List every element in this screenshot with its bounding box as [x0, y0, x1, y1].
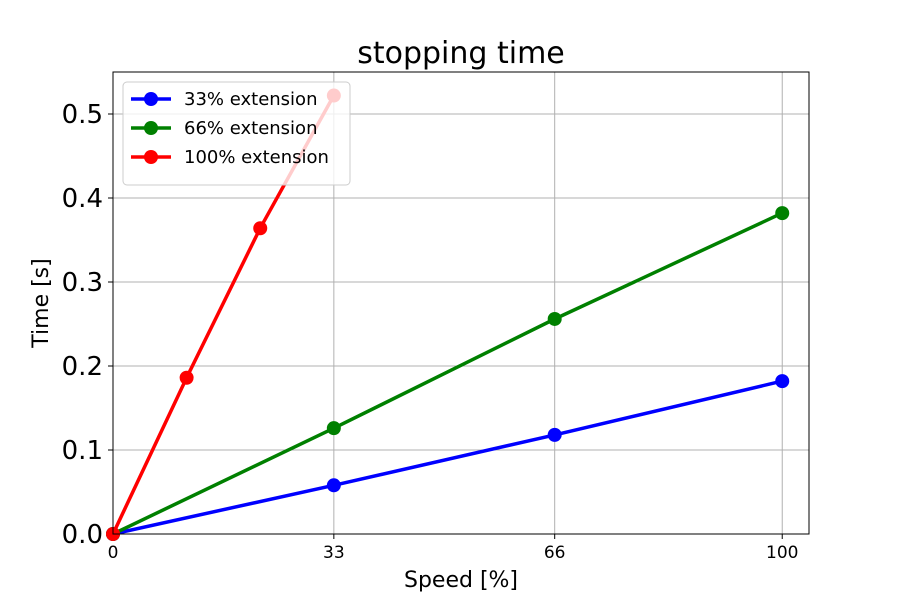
x-tick-label: 0 [108, 543, 119, 563]
legend-swatch-marker [144, 150, 158, 164]
data-point [775, 374, 790, 389]
legend-label: 33% extension [184, 89, 317, 110]
y-tick-label: 0.0 [62, 520, 103, 550]
y-tick-label: 0.2 [62, 352, 103, 382]
data-point [775, 206, 790, 221]
x-tick-label: 66 [544, 543, 566, 563]
legend-box [122, 81, 351, 186]
y-tick-label: 0.1 [62, 436, 103, 466]
chart-title: stopping time [357, 36, 565, 71]
legend-label: 100% extension [184, 147, 329, 168]
x-tick-label: 100 [766, 543, 798, 563]
data-point [253, 221, 268, 236]
plot-layer: 0 33 66 100 0.0 0.1 0.2 0.3 0.4 0.5 33% extension 6… [62, 71, 810, 563]
data-point [547, 427, 562, 442]
legend-swatch-marker [144, 121, 158, 135]
legend-swatch-marker [144, 92, 158, 106]
x-tick-label: 33 [323, 543, 345, 563]
data-point [326, 478, 341, 493]
plot-frame [112, 71, 810, 535]
y-tick-label: 0.3 [62, 268, 103, 298]
y-tick-label: 0.5 [62, 100, 103, 130]
legend: 33% extension 66% extension 100% extension [122, 81, 351, 186]
y-axis-label: Time [s] [29, 258, 54, 348]
legend-label: 66% extension [184, 118, 317, 139]
series-line [112, 211, 783, 536]
y-tick-label: 0.4 [62, 184, 103, 214]
data-point [547, 311, 562, 326]
data-point [179, 370, 194, 385]
data-point [326, 421, 341, 436]
x-axis-label: Speed [%] [404, 568, 518, 593]
series-line [112, 379, 783, 536]
